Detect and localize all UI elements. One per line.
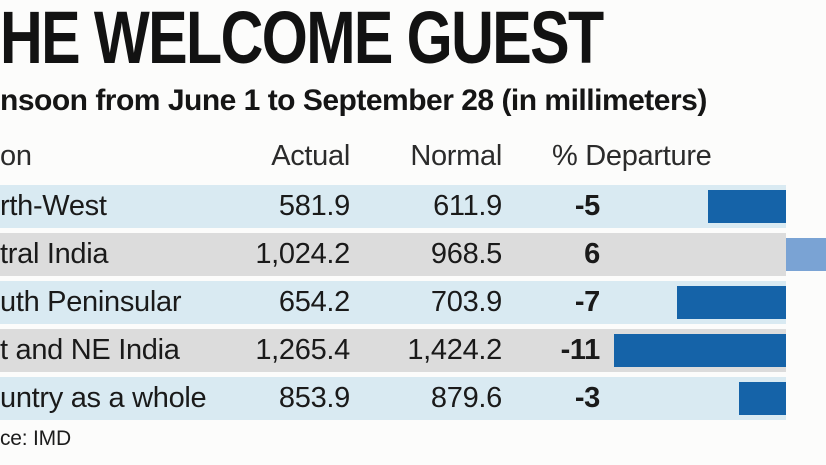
departure-value: -5 — [574, 190, 600, 222]
departure-value: -3 — [574, 382, 600, 414]
normal-value: 968.5 — [430, 238, 502, 270]
departure-bar — [676, 286, 786, 319]
actual-value: 654.2 — [278, 286, 350, 318]
departure-value: 6 — [584, 238, 600, 270]
header-region: on — [0, 140, 32, 172]
normal-value: 1,424.2 — [407, 334, 502, 366]
departure-bar — [786, 238, 826, 271]
departure-bar — [614, 334, 786, 367]
table-header-row: on Actual Normal % Departure — [0, 139, 786, 173]
normal-value: 703.9 — [430, 286, 502, 318]
table-row: tral India 1,024.2 968.5 6 — [0, 233, 826, 276]
actual-value: 581.9 — [278, 190, 350, 222]
region-label: rth-West — [0, 190, 107, 222]
table-row: uth Peninsular 654.2 703.9 -7 — [0, 281, 786, 324]
region-label: tral India — [0, 238, 109, 270]
departure-bar — [708, 190, 786, 223]
table-row: rth-West 581.9 611.9 -5 — [0, 185, 786, 228]
actual-value: 1,024.2 — [255, 238, 350, 270]
page-subtitle: nsoon from June 1 to September 28 (in mi… — [0, 84, 707, 117]
source-credit: ce: IMD — [0, 427, 71, 450]
table-row: t and NE India 1,265.4 1,424.2 -11 — [0, 329, 786, 372]
region-label: untry as a whole — [0, 382, 207, 414]
departure-value: -7 — [574, 286, 600, 318]
header-departure: % Departure — [552, 140, 712, 172]
header-normal: Normal — [410, 140, 502, 172]
normal-value: 611.9 — [433, 190, 502, 222]
departure-value: -11 — [560, 334, 601, 366]
page-title: HE WELCOME GUEST — [0, 0, 604, 79]
header-actual: Actual — [271, 140, 350, 172]
table-row: untry as a whole 853.9 879.6 -3 — [0, 377, 786, 420]
normal-value: 879.6 — [430, 382, 502, 414]
departure-bar — [739, 382, 786, 415]
region-label: t and NE India — [0, 334, 180, 366]
region-label: uth Peninsular — [0, 286, 182, 318]
actual-value: 1,265.4 — [255, 334, 350, 366]
actual-value: 853.9 — [278, 382, 350, 414]
